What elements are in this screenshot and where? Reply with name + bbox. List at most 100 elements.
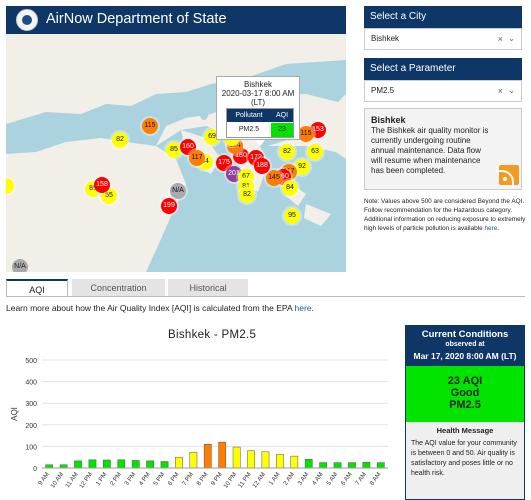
y-tick-label: 400 — [25, 380, 37, 387]
x-tick-label: 5 AM — [325, 471, 339, 487]
popup-pointer — [255, 140, 265, 146]
map-marker[interactable]: 84 — [282, 180, 298, 196]
chart-bar — [362, 461, 371, 469]
chevron-down-icon[interactable]: ⌄ — [508, 86, 515, 95]
chart-bar — [276, 454, 284, 469]
x-tick-label: 2 AM — [282, 471, 296, 487]
observed-at-label: observed at — [445, 341, 485, 348]
select-city-header: Select a City — [364, 6, 522, 28]
map-marker[interactable]: 95 — [284, 208, 300, 224]
x-tick-label: 8 PM — [195, 471, 209, 487]
chart-bar — [146, 460, 154, 469]
map-marker[interactable]: 145 — [266, 170, 282, 186]
current-aqi-value: 23 AQI — [447, 375, 483, 387]
map-marker[interactable]: 82 — [239, 187, 255, 203]
tab-aqi[interactable]: AQI — [6, 279, 68, 297]
tab-concentration[interactable]: Concentration — [72, 279, 165, 297]
city-info-box: Bishkek The Bishkek air quality monitor … — [364, 108, 522, 190]
parameter-select-value: PM2.5 — [371, 86, 395, 95]
observed-datetime: Mar 17, 2020 8:00 AM (LT) — [413, 351, 517, 361]
map-marker[interactable]: 153 — [310, 122, 326, 138]
x-tick-label: 9 AM — [37, 471, 51, 487]
x-tick-label: 12 AM — [251, 471, 267, 489]
aqi-category-box: 23 AQI Good PM2.5 — [406, 366, 524, 422]
select-parameter-header: Select a Parameter — [364, 58, 522, 80]
x-tick-label: 6 AM — [340, 471, 354, 487]
air-quality-map[interactable]: 115 82 55 89 158 N/A 199 85 160 69 N/A 2… — [6, 34, 346, 272]
current-conditions-panel: Current Conditions observed at Mar 17, 2… — [405, 325, 525, 500]
x-tick-label: 9 PM — [210, 471, 224, 487]
chart-bar — [117, 459, 126, 469]
map-marker[interactable]: 82 — [279, 144, 295, 160]
map-marker[interactable]: N/A — [170, 183, 186, 199]
chart-bar — [232, 446, 241, 469]
chart-title: Bishkek - PM2.5 — [168, 329, 257, 341]
learn-end: . — [311, 303, 314, 313]
health-message-text: The AQI value for your community is betw… — [411, 440, 517, 477]
x-tick-label: 1 PM — [94, 471, 108, 487]
map-marker[interactable]: 188 — [254, 158, 270, 174]
x-tick-label: 10 PM — [222, 471, 238, 490]
map-marker[interactable]: 115 — [298, 126, 314, 142]
popup-city: Bishkek — [243, 80, 272, 89]
note-link[interactable]: here — [484, 225, 498, 232]
chart-bar — [88, 459, 97, 469]
info-text: The Bishkek air quality monitor is curre… — [371, 126, 489, 175]
popup-col-pollutant: Pollutant — [227, 109, 271, 122]
map-na-badge[interactable]: N/A — [12, 259, 28, 272]
map-marker[interactable]: 117 — [189, 150, 205, 166]
chart-bar — [290, 455, 299, 469]
map-marker[interactable] — [6, 178, 14, 194]
city-select-value: Bishkek — [371, 34, 400, 43]
chart-bar — [304, 459, 313, 469]
current-aqi-category: Good — [450, 387, 480, 399]
note-end: . — [497, 225, 500, 232]
map-marker[interactable]: 85 — [166, 142, 182, 158]
chart-bar — [189, 451, 198, 469]
x-tick-label: 10 AM — [49, 471, 65, 489]
current-conditions-title: Current Conditions — [421, 329, 509, 340]
health-message-box: Health Message The AQI value for your co… — [406, 422, 524, 499]
tab-historical[interactable]: Historical — [168, 279, 248, 297]
map-marker[interactable]: 115 — [142, 118, 158, 134]
city-select[interactable]: Bishkek × ⌄ — [364, 28, 522, 50]
popup-pollutant: PM2.5 — [238, 126, 260, 133]
x-tick-label: 4 PM — [138, 471, 152, 487]
chart-bar — [103, 459, 111, 469]
map-marker[interactable]: 63 — [307, 144, 323, 160]
x-tick-label: 3 PM — [123, 471, 137, 487]
popup-table: Pollutant AQI PM2.5 23 — [226, 108, 294, 138]
map-marker[interactable]: 158 — [94, 177, 110, 193]
chart-bar — [333, 462, 342, 469]
y-tick-label: 100 — [25, 444, 37, 451]
chart-bar — [131, 460, 140, 469]
y-tick-label: 500 — [25, 358, 37, 365]
parameter-select[interactable]: PM2.5 × ⌄ — [364, 80, 522, 102]
popup-datetime: 2020-03-17 8:00 AM (LT) — [221, 89, 295, 107]
learn-link[interactable]: here — [294, 303, 312, 313]
chart-bar — [74, 460, 82, 469]
chart-bar — [247, 450, 255, 469]
y-tick-label: 200 — [25, 423, 37, 430]
x-tick-label: 11 PM — [237, 471, 253, 489]
y-tick-label: 300 — [25, 401, 37, 408]
x-tick-label: 12 PM — [78, 471, 94, 490]
clear-icon[interactable]: × — [497, 34, 503, 44]
map-marker[interactable]: 199 — [161, 198, 177, 214]
clear-icon[interactable]: × — [497, 86, 503, 96]
city-popup: Bishkek 2020-03-17 8:00 AM (LT) Pollutan… — [216, 76, 300, 146]
y-tick-label: 0 — [33, 466, 37, 473]
x-tick-label: 1 AM — [268, 471, 282, 487]
map-marker[interactable]: 82 — [112, 132, 128, 148]
chart-bar — [160, 461, 169, 469]
y-axis-label: AQI — [10, 407, 19, 421]
map-marker[interactable]: 92 — [294, 159, 310, 175]
beyond-aqi-note: Note: Values above 500 are considered Be… — [364, 197, 528, 233]
chevron-down-icon[interactable]: ⌄ — [508, 34, 515, 43]
rss-feed-icon[interactable] — [496, 165, 519, 188]
chart-bar — [261, 451, 270, 469]
app-header: AirNow Department of State — [6, 6, 346, 34]
popup-aqi: 23 — [271, 123, 293, 137]
current-conditions-header: Current Conditions observed at Mar 17, 2… — [406, 326, 524, 366]
